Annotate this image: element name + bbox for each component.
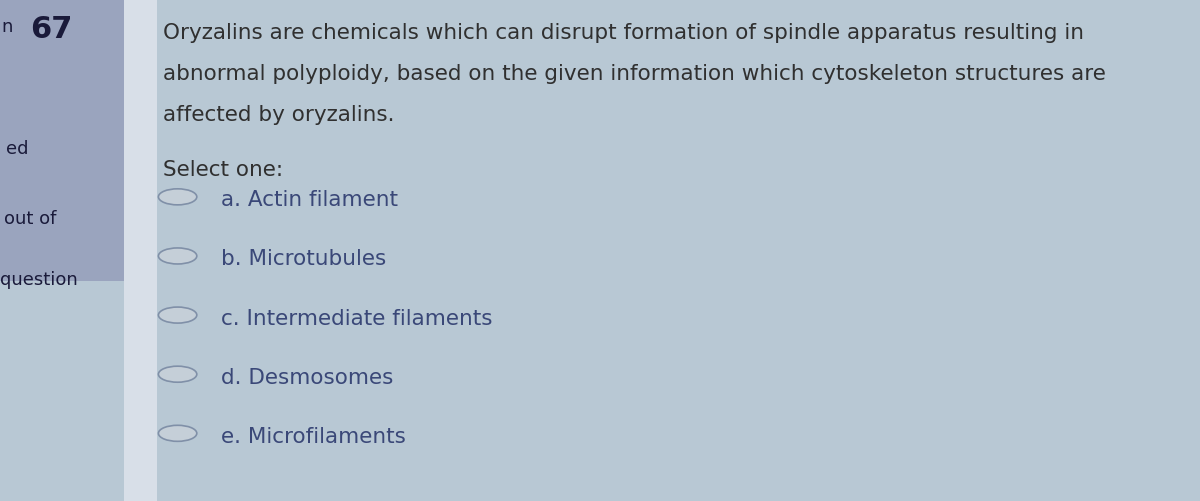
FancyBboxPatch shape (0, 0, 124, 281)
Text: c. Intermediate filaments: c. Intermediate filaments (221, 309, 492, 329)
Text: question: question (0, 271, 78, 289)
Text: abnormal polyploidy, based on the given information which cytoskeleton structure: abnormal polyploidy, based on the given … (163, 64, 1106, 84)
FancyBboxPatch shape (124, 0, 157, 501)
Text: a. Actin filament: a. Actin filament (221, 190, 397, 210)
Circle shape (158, 189, 197, 205)
Text: Oryzalins are chemicals which can disrupt formation of spindle apparatus resulti: Oryzalins are chemicals which can disrup… (163, 23, 1085, 43)
Text: 67: 67 (30, 15, 72, 44)
Text: out of: out of (4, 210, 56, 228)
Circle shape (158, 248, 197, 264)
Circle shape (158, 366, 197, 382)
Text: ed: ed (6, 140, 29, 158)
Circle shape (158, 425, 197, 441)
Text: affected by oryzalins.: affected by oryzalins. (163, 105, 395, 125)
Text: d. Desmosomes: d. Desmosomes (221, 368, 394, 388)
Text: n: n (2, 18, 19, 36)
Text: e. Microfilaments: e. Microfilaments (221, 427, 406, 447)
Circle shape (158, 307, 197, 323)
Text: Select one:: Select one: (163, 160, 283, 180)
Text: b. Microtubules: b. Microtubules (221, 249, 386, 270)
